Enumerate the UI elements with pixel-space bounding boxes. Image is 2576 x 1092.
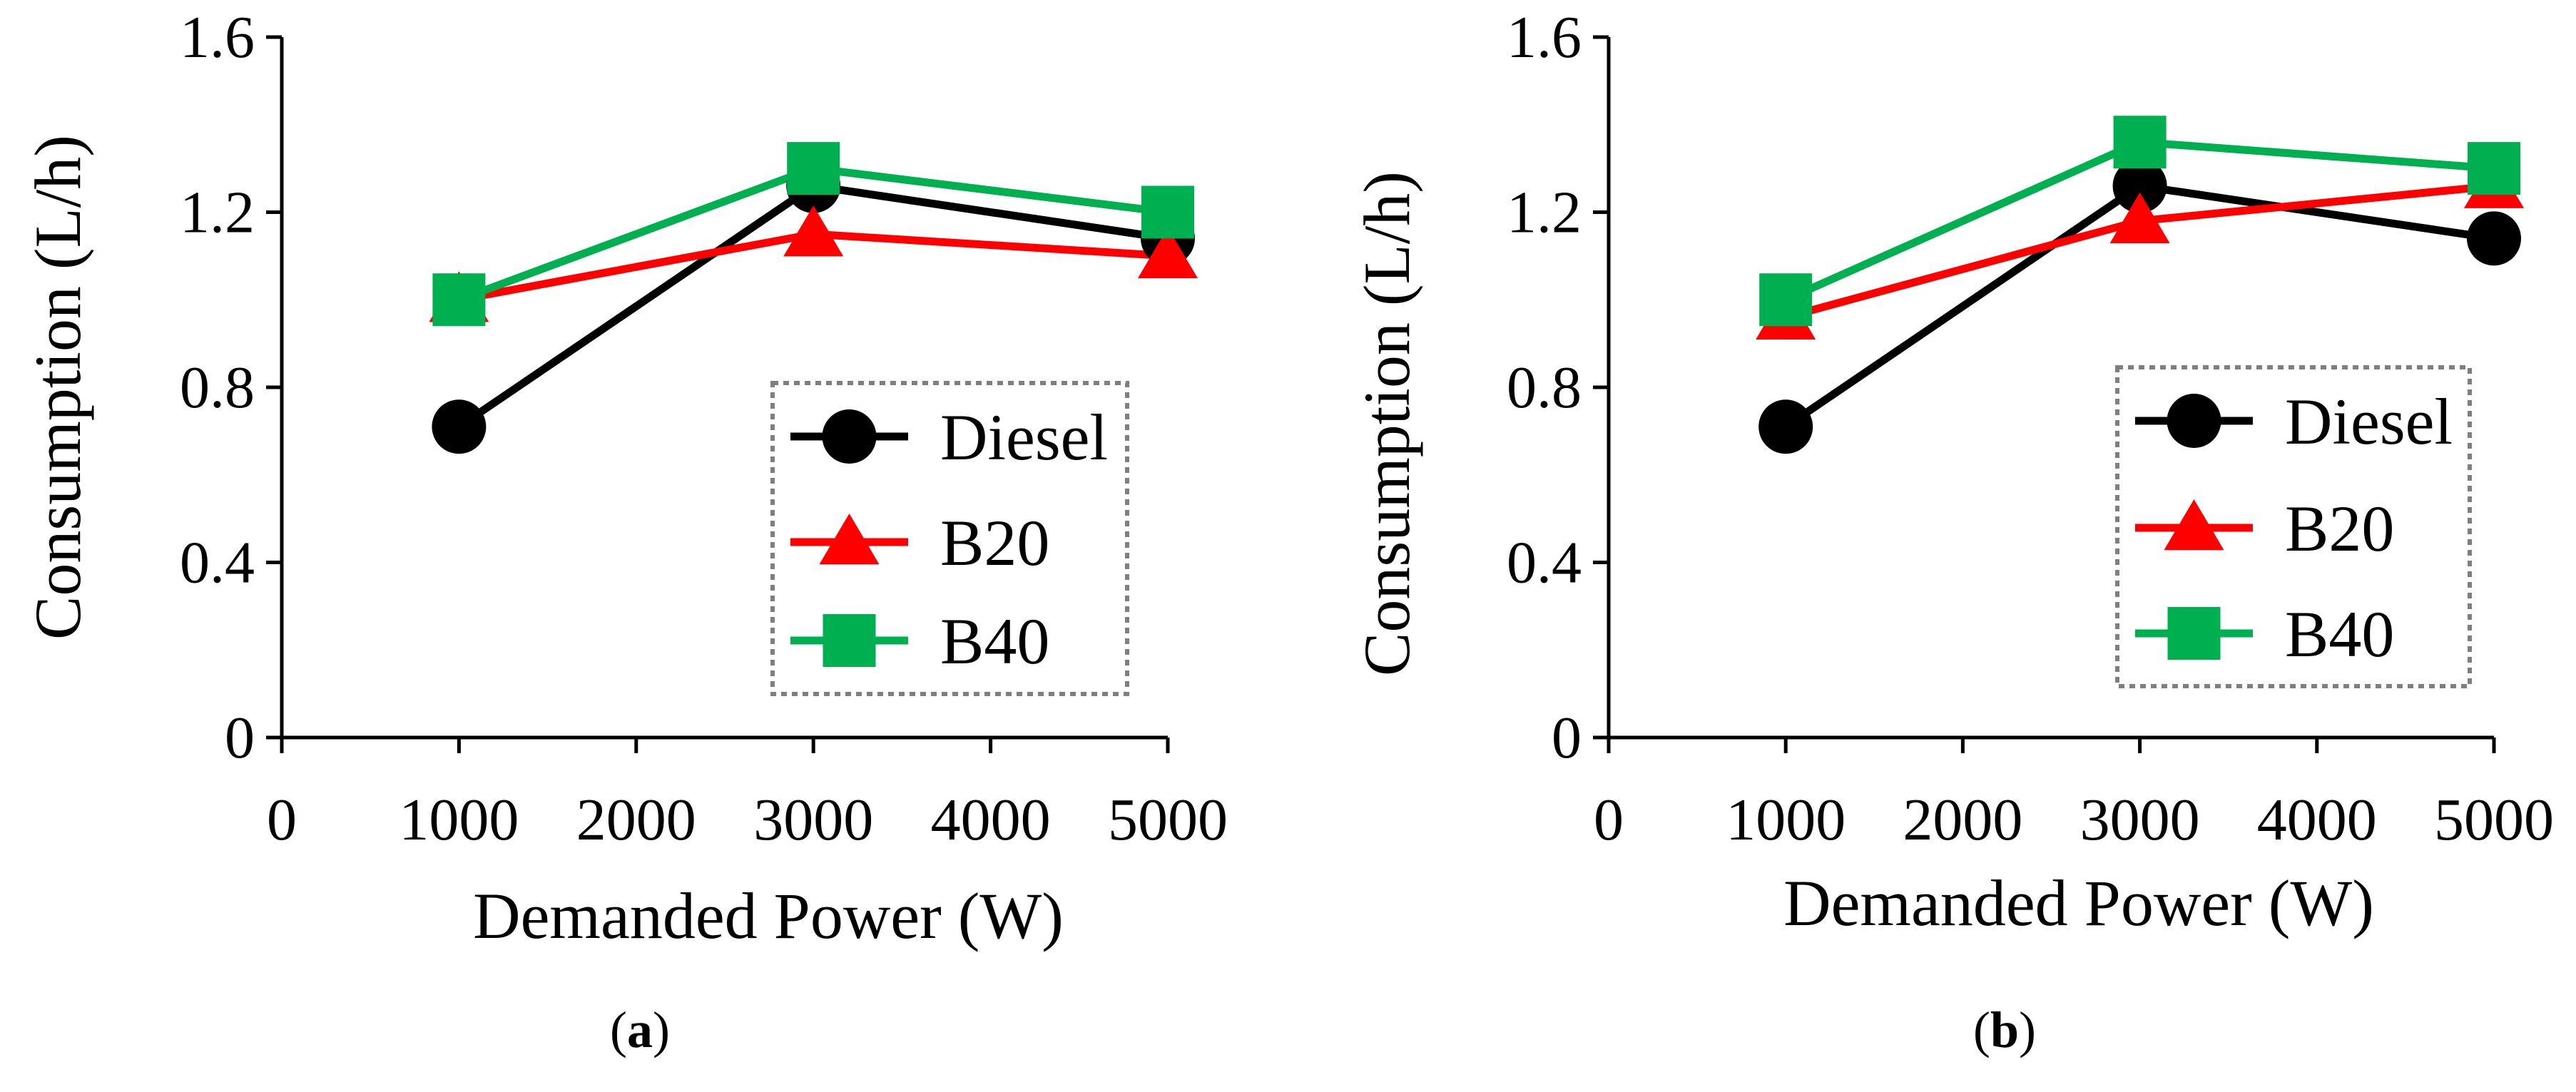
x-axis-title: Demanded Power (W) (1783, 867, 2374, 939)
data-point-b40 (1141, 185, 1194, 239)
y-tick-label: 1.2 (180, 180, 255, 246)
x-tick-label: 5000 (1108, 787, 1228, 853)
y-tick-label: 0 (225, 705, 255, 771)
x-axis-title: Demanded Power (W) (473, 879, 1064, 952)
data-point-diesel (1758, 399, 1813, 454)
data-point-diesel (432, 399, 487, 454)
y-tick-label: 1.6 (1507, 4, 1582, 71)
data-point-b40 (2113, 116, 2167, 169)
legend-label-b20: B20 (940, 506, 1049, 579)
y-tick-label: 0.4 (1507, 530, 1582, 596)
panel-caption: (b) (1973, 1001, 2036, 1058)
chart-panel-a: 0 0.4 0.8 1.2 1.6 0 1000 2000 3000 4000 5000 Consum… (21, 4, 1228, 1058)
y-tick-label: 0.8 (180, 354, 255, 421)
x-tick-label: 1000 (1726, 787, 1846, 853)
x-tick-label: 1000 (399, 787, 519, 853)
legend: Diesel B20 B40 (2115, 365, 2472, 688)
data-point-b40 (432, 273, 486, 327)
data-point-b20 (2109, 192, 2170, 243)
y-tick-label: 0.8 (1507, 354, 1582, 421)
y-tick-label: 0.4 (180, 530, 255, 596)
legend-label-b40: B40 (2285, 598, 2394, 670)
data-point-b40 (1759, 273, 1813, 327)
legend-box (2115, 365, 2472, 688)
y-tick-label: 1.2 (1507, 180, 1582, 246)
x-tick-label: 4000 (2257, 787, 2377, 853)
x-tick-label: 5000 (2434, 787, 2554, 853)
panel-caption: (a) (610, 1001, 670, 1058)
data-point-b20 (1138, 227, 1198, 279)
data-point-b40 (2468, 142, 2520, 195)
legend-marker-b40 (2167, 607, 2221, 660)
x-tick-label: 2000 (1903, 787, 2022, 853)
legend-label-diesel: Diesel (2285, 385, 2453, 458)
legend-marker-b20 (819, 514, 880, 565)
legend-label-diesel: Diesel (940, 401, 1108, 474)
y-axis-title: Consumption (L/h) (1350, 171, 1423, 676)
y-tick-label: 1.6 (180, 4, 255, 71)
x-tick-label: 0 (1594, 787, 1624, 853)
x-tick-label: 0 (267, 787, 297, 853)
x-tick-label: 3000 (753, 787, 873, 853)
x-tick-label: 4000 (931, 787, 1051, 853)
legend-marker-diesel (2167, 394, 2221, 448)
x-tick-label: 3000 (2080, 787, 2200, 853)
data-point-b40 (787, 142, 840, 195)
legend: Diesel B20 B40 (770, 381, 1129, 696)
data-point-diesel (2467, 211, 2521, 266)
legend-label-b40: B40 (940, 605, 1049, 678)
data-point-diesel (2112, 158, 2167, 213)
legend-marker-diesel (822, 409, 877, 464)
legend-marker-b20 (2164, 499, 2224, 551)
y-tick-label: 0 (1552, 705, 1582, 771)
x-tick-label: 2000 (576, 787, 696, 853)
y-axis-title: Consumption (L/h) (21, 135, 94, 640)
chart-panel-b: 0 0.4 0.8 1.2 1.6 0 1000 2000 3000 4000 5000 Consum… (1350, 4, 2554, 1058)
data-point-b20 (783, 205, 844, 257)
legend-marker-b40 (823, 614, 876, 667)
legend-label-b20: B20 (2285, 492, 2394, 565)
